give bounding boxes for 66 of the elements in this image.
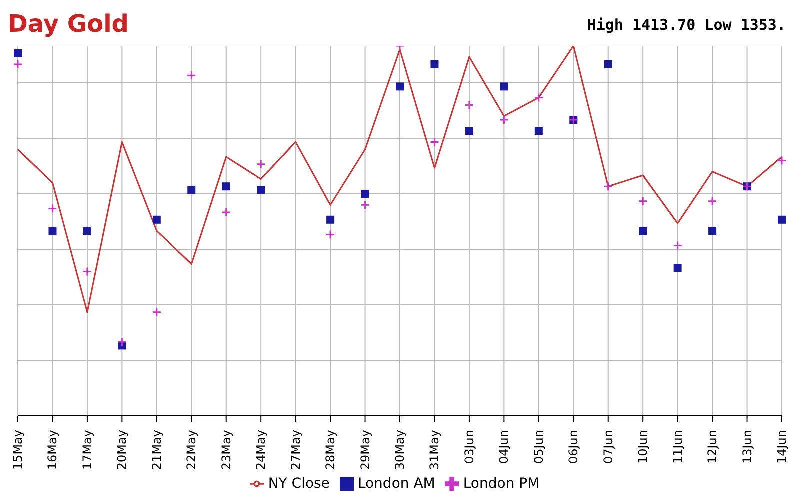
point [708, 227, 717, 235]
x-tick-label: 24May [254, 430, 268, 470]
legend-label: London PM [463, 476, 540, 492]
legend-label: London AM [358, 476, 436, 492]
x-tick-label: 30May [393, 430, 407, 470]
point [430, 137, 440, 147]
x-tick-label: 10Jun [636, 430, 650, 464]
point [14, 49, 22, 58]
x-tick-label: 27May [288, 430, 303, 470]
point [708, 196, 718, 206]
point [604, 60, 612, 68]
x-tick-label: 13Jun [740, 430, 754, 464]
x-tick-label: 20May [115, 430, 130, 470]
x-tick-label: 16May [46, 430, 60, 470]
point [638, 196, 648, 206]
point [673, 241, 683, 251]
x-tick-label: 12Jun [706, 430, 720, 464]
point [257, 186, 266, 194]
point [256, 160, 266, 170]
point [326, 230, 336, 240]
x-tick-label: 29May [358, 430, 372, 470]
point [396, 82, 404, 91]
point [534, 93, 544, 103]
point [499, 115, 509, 125]
point [500, 82, 508, 91]
point [674, 264, 682, 272]
point [48, 227, 57, 235]
point [152, 216, 161, 224]
x-tick-label: 21May [150, 430, 164, 470]
point [464, 100, 474, 110]
x-tick-label: 17May [80, 430, 94, 470]
x-tick-label: 03Jun [462, 430, 476, 464]
point [778, 216, 786, 224]
x-tick-label: 11Jun [670, 430, 685, 464]
x-tick-label: 14Jun [775, 430, 789, 464]
x-tick-label: 28May [324, 430, 338, 470]
point [152, 308, 162, 318]
point [777, 156, 787, 166]
text: High 1413.70 Low 1353. [587, 16, 786, 34]
x-tick-label: 06Jun [566, 430, 581, 464]
point [604, 182, 614, 192]
point [222, 182, 230, 191]
point [83, 227, 92, 235]
point [361, 190, 370, 198]
point [534, 127, 543, 136]
point [188, 186, 196, 194]
point [639, 227, 648, 235]
x-tick-label: 07Jun [601, 430, 616, 464]
x-tick-label: 31May [428, 430, 442, 470]
point [48, 204, 58, 214]
x-tick-label: 23May [219, 430, 234, 470]
x-tick-label: 15May [11, 430, 25, 470]
legend-label: NY Close [268, 476, 330, 492]
point [117, 337, 127, 347]
x-tick-label: 05Jun [532, 430, 546, 464]
point [360, 200, 370, 210]
chart-title: Day Gold [8, 10, 129, 38]
point [326, 216, 335, 224]
point [465, 127, 474, 136]
point [430, 60, 439, 68]
point [222, 208, 232, 218]
x-tick-label: 04Jun [497, 430, 512, 464]
x-tick-label: 22May [184, 430, 199, 470]
point [82, 266, 92, 276]
point [186, 70, 196, 80]
point [13, 60, 23, 70]
